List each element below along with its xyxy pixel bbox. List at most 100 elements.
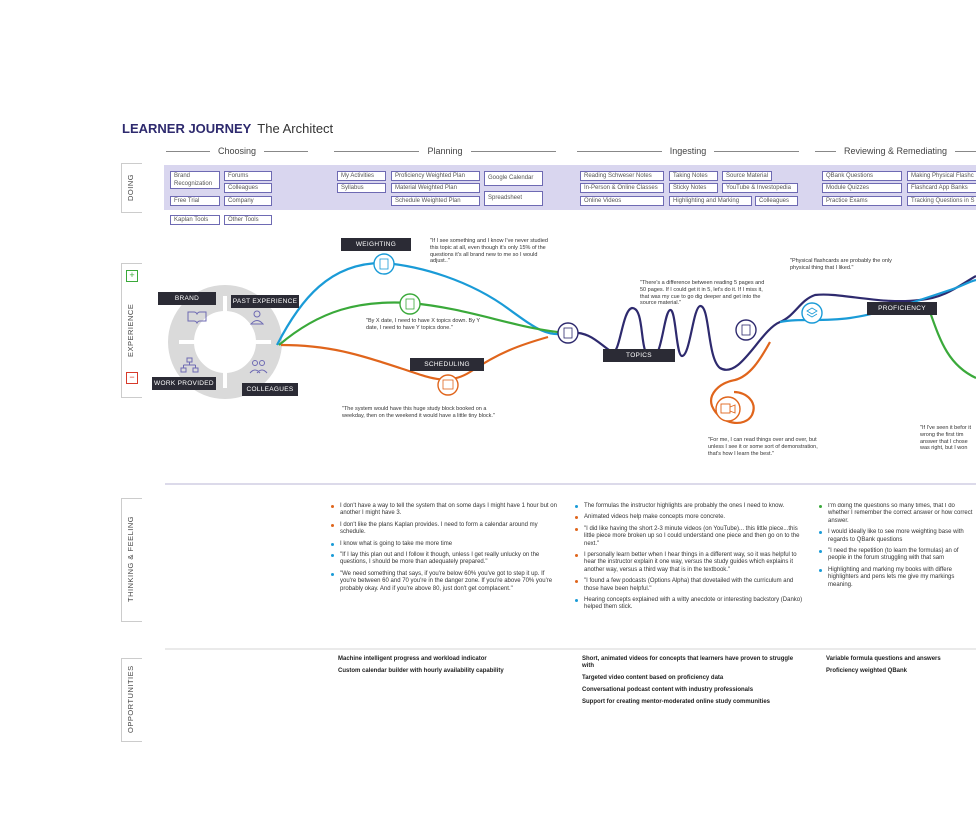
thinking-planning-list: I don't have a way to tell the system th… <box>330 503 562 597</box>
tag-qbank-questions: QBank Questions <box>822 171 902 181</box>
topics-node <box>557 322 579 344</box>
tag-highlighting: Highlighting and Marking <box>669 196 752 206</box>
tag-module-quizzes: Module Quizzes <box>822 183 902 193</box>
tag-practice-exams: Practice Exams <box>822 196 902 206</box>
notes-node <box>735 319 757 341</box>
book-icon <box>187 311 207 325</box>
tag-youtube: YouTube & Investopedia <box>722 183 798 193</box>
tag-colleagues-ingesting: Colleagues <box>755 196 798 206</box>
quote-weighting: "If I see something and I know I've neve… <box>430 238 548 265</box>
label-past-experience: PAST EXPERIENCE <box>231 295 299 308</box>
label-brand: BRAND <box>158 292 216 305</box>
tag-source-material: Source Material <box>722 171 772 181</box>
tag-syllabus: Syllabus <box>337 183 386 193</box>
group-icon <box>249 360 268 374</box>
tag-in-person-classes: In-Person & Online Classes <box>580 183 664 193</box>
opportunities-reviewing: Variable formula questions and answers Pr… <box>826 656 976 680</box>
doing-label-box <box>121 163 142 213</box>
phase-reviewing: Reviewing & Remediating <box>815 146 976 156</box>
tag-kaplan-tools: Kaplan Tools <box>170 215 220 225</box>
label-topics: TOPICS <box>603 349 675 362</box>
influence-donut <box>168 285 282 399</box>
hierarchy-icon <box>180 357 199 373</box>
thinking-bullet: "If I lay this plan out and I follow it … <box>330 552 562 567</box>
plus-icon: + <box>126 270 138 282</box>
video-node <box>715 396 741 422</box>
thinking-bullet: I would ideally like to see more weighti… <box>818 529 976 544</box>
opportunity-item: Proficiency weighted QBank <box>826 668 908 674</box>
quote-demo: "For me, I can read things over and over… <box>708 437 818 457</box>
tag-tracking-questions: Tracking Questions in S <box>907 196 976 206</box>
tag-brand-recognization: Brand Recognization <box>170 171 220 189</box>
label-weighting: WEIGHTING <box>341 238 411 251</box>
opportunity-item: Support for creating mentor-moderated on… <box>582 699 771 705</box>
opportunity-item: Conversational podcast content with indu… <box>582 687 754 693</box>
phase-ingesting: Ingesting <box>577 146 799 156</box>
opportunities-planning: Machine intelligent progress and workloa… <box>338 656 558 680</box>
tag-company: Company <box>224 196 272 206</box>
phase-planning: Planning <box>334 146 556 156</box>
thinking-bullet: The formulas the instructor highlights a… <box>574 503 806 510</box>
label-work-provided: WORK PROVIDED <box>152 377 216 390</box>
person-icon <box>249 310 265 325</box>
thinking-bullet: Hearing concepts explained with a witty … <box>574 597 806 612</box>
tag-reading-schweser: Reading Schweser Notes <box>580 171 664 181</box>
weighting-node <box>373 253 395 275</box>
minus-icon: − <box>126 372 138 384</box>
tag-flashcard-apps: Flashcard App Banks <box>907 183 976 193</box>
thinking-bullet: I'm doing the questions so many times, t… <box>818 503 976 525</box>
tag-other-tools: Other Tools <box>224 215 272 225</box>
opportunity-item: Machine intelligent progress and workloa… <box>338 656 487 662</box>
page-title: LEARNER JOURNEY The Architect <box>122 121 333 136</box>
thinking-label-box <box>121 498 142 622</box>
quote-reading: "There's a difference between reading 5 … <box>640 280 765 307</box>
title-rest: The Architect <box>257 121 334 136</box>
opportunity-item: Variable formula questions and answers <box>826 656 941 662</box>
opportunity-item: Targeted video content based on proficie… <box>582 675 724 681</box>
phase-choosing: Choosing <box>166 146 308 156</box>
tag-my-activities: My Activities <box>337 171 386 181</box>
opportunity-item: Short, animated videos for concepts that… <box>582 656 794 669</box>
flashcards-node <box>801 302 823 324</box>
tag-spreadsheet: Spreadsheet <box>484 191 543 206</box>
thinking-bullet: I personally learn better when I hear th… <box>574 552 806 574</box>
label-colleagues: COLLEAGUES <box>242 383 298 396</box>
label-scheduling: SCHEDULING <box>410 358 484 371</box>
thinking-bullet: Highlighting and marking my books with d… <box>818 567 976 589</box>
thinking-bullet: "I found a few podcasts (Options Alpha) … <box>574 578 806 593</box>
tag-taking-notes: Taking Notes <box>669 171 718 181</box>
quote-system: "The system would have this huge study b… <box>342 406 495 419</box>
thinking-ingesting-list: The formulas the instructor highlights a… <box>574 503 806 616</box>
thinking-bullet: "I need the repetition (to learn the for… <box>818 548 976 563</box>
thinking-bullet: Animated videos help make concepts more … <box>574 514 806 521</box>
tag-making-flashcards: Making Physical Flashc <box>907 171 976 181</box>
tag-colleagues: Colleagues <box>224 183 272 193</box>
thinking-bullet: "We need something that says, if you're … <box>330 571 562 593</box>
label-proficiency: PROFICIENCY <box>867 302 937 315</box>
thinking-bullet: I don't like the plans Kaplan provides. … <box>330 522 562 537</box>
tag-google-calendar: Google Calendar <box>484 171 543 186</box>
tag-sticky-notes: Sticky Notes <box>669 183 718 193</box>
calculator-node <box>399 293 421 315</box>
opportunities-label-box <box>121 658 142 742</box>
tag-online-videos: Online Videos <box>580 196 664 206</box>
opportunities-ingesting: Short, animated videos for concepts that… <box>582 656 802 711</box>
navy-journey-line <box>567 275 976 371</box>
tag-material-weighted-plan: Material Weighted Plan <box>391 183 480 193</box>
tag-proficiency-weighted-plan: Proficiency Weighted Plan <box>391 171 480 181</box>
quote-seen-before: "If I've seen it befor it wrong the firs… <box>920 425 971 452</box>
orange-loop-line <box>710 341 771 424</box>
quote-xdate: "By X date, I need to have X topics down… <box>366 318 480 331</box>
opportunity-item: Custom calendar builder with hourly avai… <box>338 668 504 674</box>
calendar-node <box>437 374 459 396</box>
thinking-reviewing-list: I'm doing the questions so many times, t… <box>818 503 976 593</box>
tag-free-trial: Free Trial <box>170 196 220 206</box>
thinking-bullet: I don't have a way to tell the system th… <box>330 503 562 518</box>
experience-label-box <box>121 263 142 398</box>
green-proficiency-line <box>928 311 976 379</box>
tag-forums: Forums <box>224 171 272 181</box>
title-strong: LEARNER JOURNEY <box>122 121 252 136</box>
blue-journey-line <box>276 261 569 346</box>
quote-flashcards: "Physical flashcards are probably the on… <box>790 258 892 271</box>
